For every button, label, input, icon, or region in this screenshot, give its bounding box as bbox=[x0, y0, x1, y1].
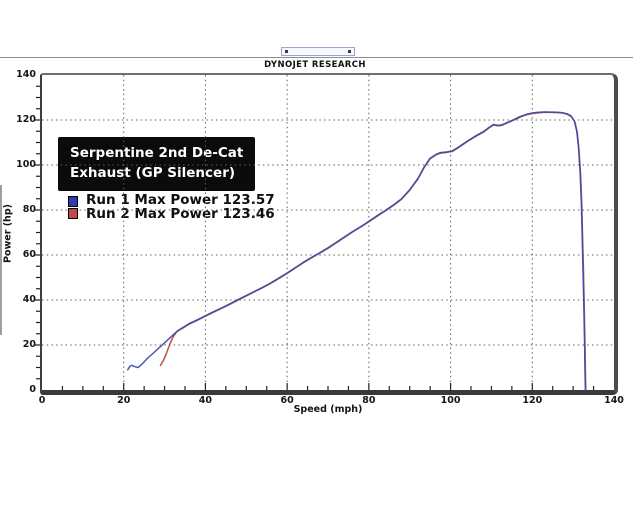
scan-edge-artifact bbox=[0, 185, 2, 335]
legend-entry-run1: Run 1 Max Power 123.57 bbox=[86, 192, 275, 208]
series-line-run-2 bbox=[159, 111, 587, 391]
x-axis-label: Speed (mph) bbox=[293, 404, 363, 415]
chart-canvas bbox=[34, 75, 614, 391]
x-tick-label: 80 bbox=[362, 395, 376, 406]
brand-title: DYNOJET RESEARCH bbox=[264, 60, 366, 70]
handle-dot-left-icon bbox=[285, 50, 288, 53]
x-tick-label: 0 bbox=[38, 395, 46, 406]
y-tick-label: 140 bbox=[16, 69, 36, 80]
legend-swatch-run1 bbox=[68, 196, 78, 207]
legend-swatch-run2 bbox=[68, 208, 78, 219]
y-tick-label: 60 bbox=[22, 249, 36, 260]
x-tick-label: 40 bbox=[198, 395, 213, 406]
y-tick-label: 0 bbox=[29, 384, 36, 395]
legend-entry-run2: Run 2 Max Power 123.46 bbox=[86, 206, 275, 222]
header-divider bbox=[0, 57, 633, 58]
x-tick-label: 100 bbox=[440, 395, 461, 406]
header-slider-handle bbox=[281, 47, 355, 56]
y-tick-label: 20 bbox=[22, 339, 36, 350]
x-tick-label: 120 bbox=[522, 395, 543, 406]
x-tick-label: 140 bbox=[604, 395, 624, 406]
x-tick-label: 20 bbox=[117, 395, 131, 406]
y-tick-label: 80 bbox=[22, 204, 36, 215]
y-tick-label: 40 bbox=[22, 294, 36, 305]
series-line-run-1 bbox=[127, 111, 587, 391]
annotation-line-1: Serpentine 2nd De-Cat bbox=[70, 145, 244, 161]
annotation-line-2: Exhaust (GP Silencer) bbox=[70, 164, 236, 181]
chart-annotation-box: Serpentine 2nd De-Cat Exhaust (GP Silenc… bbox=[58, 137, 256, 192]
handle-dot-right-icon bbox=[348, 50, 351, 53]
y-tick-label: 120 bbox=[16, 114, 36, 125]
y-tick-label: 100 bbox=[16, 159, 36, 170]
x-tick-label: 60 bbox=[280, 395, 294, 406]
plot-area: Power (hp) Speed (mph) Serpentine 2nd De… bbox=[3, 69, 624, 415]
